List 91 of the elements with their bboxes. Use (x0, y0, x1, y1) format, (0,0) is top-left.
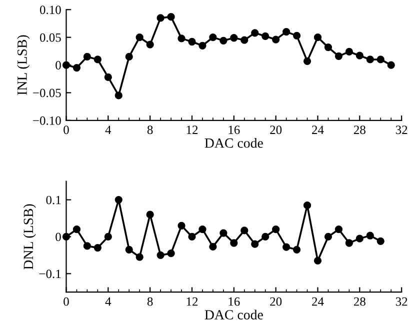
point (251, 29, 259, 37)
point (125, 52, 133, 61)
point (334, 226, 343, 234)
point (251, 240, 259, 248)
point (366, 56, 374, 64)
x-tick-label: 20 (270, 297, 282, 306)
x-tick-label: 0 (64, 126, 69, 134)
x-tick-label: 32 (396, 297, 408, 306)
point (230, 239, 238, 247)
point (282, 28, 290, 36)
x-axis-title: DAC code (204, 138, 263, 148)
y-tick-label: −0.1 (39, 270, 61, 278)
x-tick-label: 16 (228, 126, 240, 134)
point (178, 34, 186, 42)
point (114, 92, 122, 100)
x-axis-title: DAC code (204, 310, 263, 320)
y-axis-title: INL (LSB) (17, 35, 30, 95)
y-tick-label: 0 (56, 61, 61, 70)
point (178, 222, 186, 230)
point (156, 251, 164, 260)
x-tick-label: 8 (147, 297, 153, 306)
point (209, 34, 217, 42)
point (303, 202, 312, 210)
point (345, 48, 354, 56)
point (376, 56, 384, 64)
point (136, 34, 144, 42)
point (314, 256, 322, 265)
x-tick-label: 32 (396, 126, 408, 134)
y-tick-label: 0 (56, 232, 61, 242)
point (262, 232, 270, 241)
point (272, 226, 280, 234)
x-tick-label: 12 (186, 126, 198, 134)
point (94, 244, 102, 252)
point (356, 234, 364, 242)
point (125, 246, 133, 254)
point (387, 61, 395, 69)
point (114, 196, 122, 204)
point (240, 226, 248, 234)
point (167, 13, 175, 21)
point (334, 52, 343, 60)
y-tick-label: 0.1 (46, 196, 61, 204)
x-tick-label: 16 (228, 297, 240, 306)
point (188, 38, 196, 46)
x-tick-label: 20 (270, 126, 282, 134)
point (83, 52, 92, 61)
point (188, 232, 196, 241)
point (230, 34, 238, 42)
x-tick-label: 28 (354, 297, 366, 306)
point (198, 42, 206, 50)
point (262, 32, 270, 40)
x-tick-label: 4 (105, 297, 112, 306)
point (83, 242, 92, 250)
x-tick-label: 8 (147, 126, 153, 134)
point (146, 40, 154, 48)
point (345, 239, 354, 247)
point (146, 210, 154, 218)
x-tick-label: 0 (64, 297, 69, 306)
x-tick-label: 12 (186, 297, 198, 306)
x-tick-label: 4 (105, 126, 112, 134)
point (376, 237, 384, 245)
point (292, 32, 301, 40)
point (356, 52, 364, 60)
point (220, 36, 228, 44)
x-tick-label: 28 (354, 126, 366, 134)
point (94, 56, 102, 64)
x-tick-label: 24 (312, 126, 324, 134)
point (240, 36, 248, 44)
point (198, 226, 206, 234)
point (72, 226, 81, 234)
y-tick-label: 0.10 (40, 6, 61, 14)
point (156, 14, 164, 22)
point (314, 34, 322, 42)
point (167, 250, 175, 258)
y-axis-title: DNL (LSB) (23, 204, 36, 270)
point (104, 232, 112, 241)
point (324, 43, 332, 52)
point (209, 242, 217, 251)
point (324, 232, 332, 241)
point (136, 253, 144, 261)
y-tick-label: 0.05 (40, 33, 61, 42)
x-tick-label: 24 (312, 297, 324, 306)
point (72, 64, 81, 72)
point (303, 57, 312, 65)
y-tick-label: −0.10 (33, 116, 61, 125)
point (220, 229, 228, 237)
point (292, 246, 301, 254)
y-tick-label: −0.05 (33, 88, 61, 98)
point (282, 243, 290, 251)
point (104, 73, 112, 82)
point (366, 232, 374, 240)
point (272, 36, 280, 44)
